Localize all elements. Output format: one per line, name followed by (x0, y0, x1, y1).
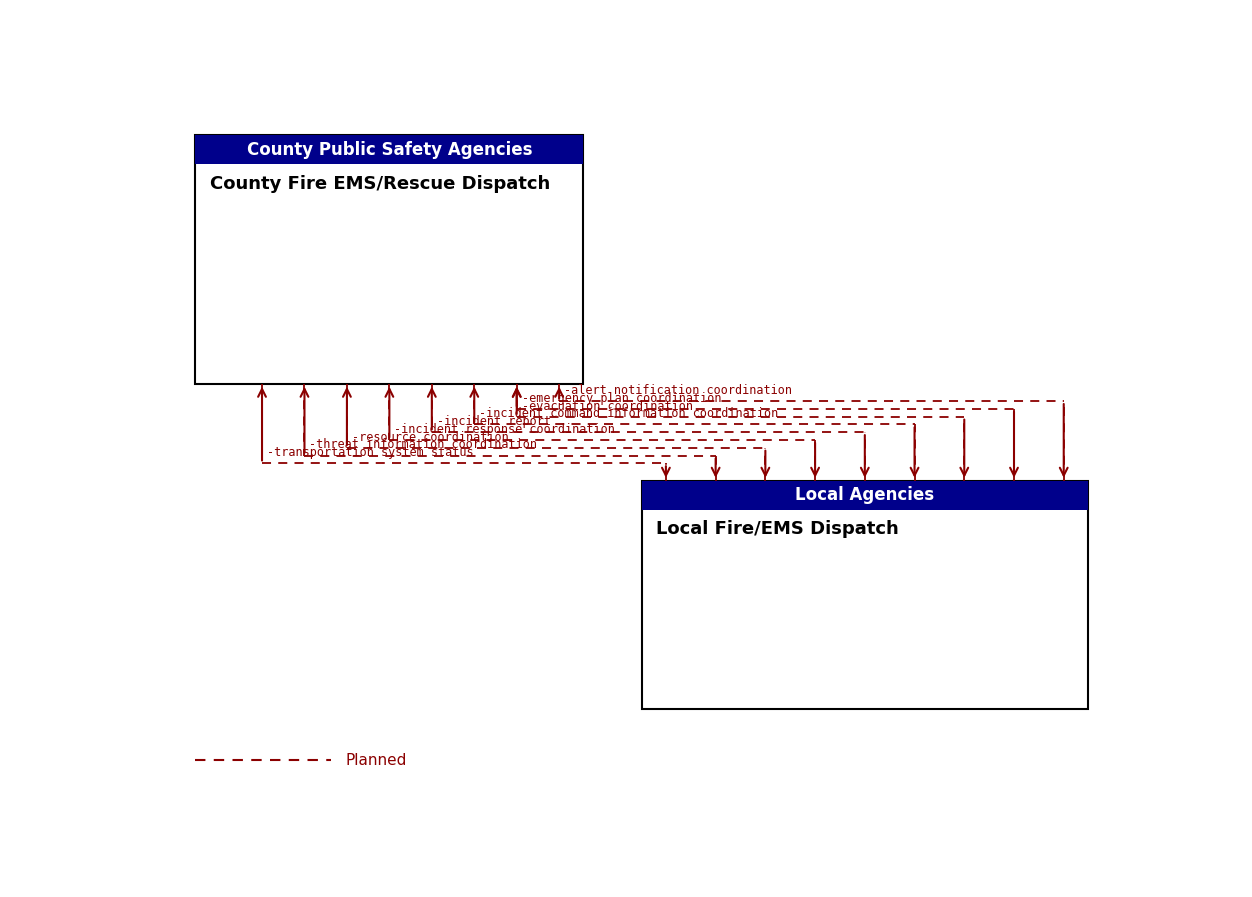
Text: -evacuation coordination: -evacuation coordination (522, 399, 692, 413)
Text: Local Agencies: Local Agencies (795, 486, 934, 504)
Text: -threat information coordination: -threat information coordination (309, 439, 537, 451)
Text: -incident response coordination: -incident response coordination (394, 422, 615, 436)
Bar (641, 481, 1088, 509)
Text: -emergency plan coordination: -emergency plan coordination (522, 392, 721, 405)
Text: Local Fire/EMS Dispatch: Local Fire/EMS Dispatch (656, 520, 899, 538)
Text: County Public Safety Agencies: County Public Safety Agencies (247, 141, 532, 159)
Text: -resource coordination: -resource coordination (352, 431, 508, 444)
Text: County Fire EMS/Rescue Dispatch: County Fire EMS/Rescue Dispatch (210, 175, 550, 193)
Text: -transportation system status: -transportation system status (267, 446, 473, 459)
Text: -alert notification coordination: -alert notification coordination (563, 384, 793, 397)
Text: Planned: Planned (346, 753, 407, 768)
Bar (195, 135, 583, 384)
Text: -incident command information coordination: -incident command information coordinati… (480, 407, 779, 421)
Bar (195, 135, 583, 164)
Text: -incident report: -incident report (437, 415, 551, 428)
Bar (641, 481, 1088, 709)
